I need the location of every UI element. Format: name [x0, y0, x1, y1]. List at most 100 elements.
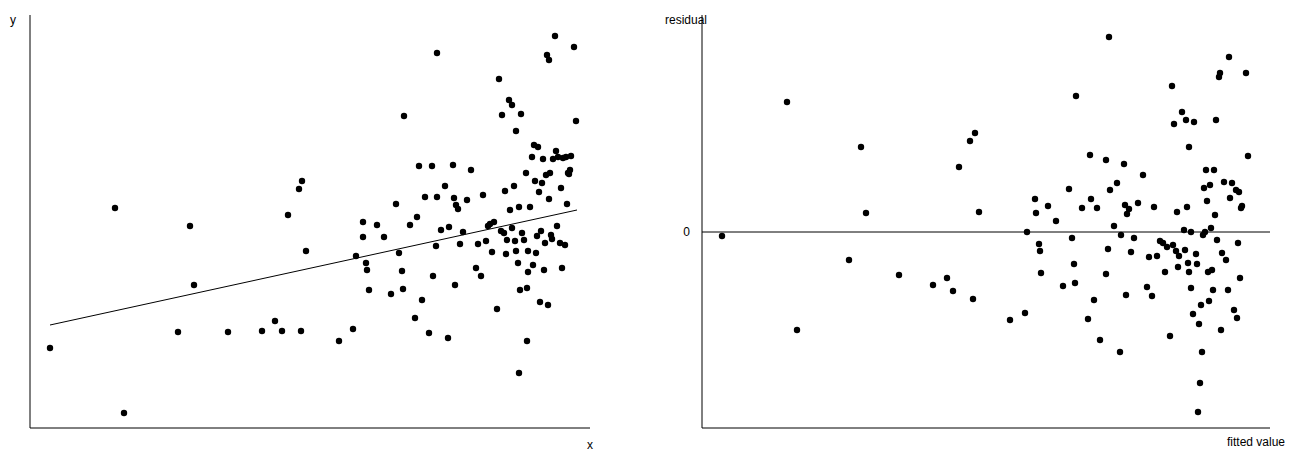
point [450, 162, 456, 168]
point [429, 163, 435, 169]
point [296, 186, 302, 192]
point [1079, 205, 1085, 211]
point [970, 296, 976, 302]
point [530, 262, 536, 268]
point [1033, 210, 1039, 216]
point [414, 214, 420, 220]
point [501, 230, 507, 236]
point [1176, 253, 1182, 259]
point [1154, 253, 1160, 259]
point [374, 222, 380, 228]
point [1219, 250, 1225, 256]
point [1198, 302, 1204, 308]
point [1053, 218, 1059, 224]
point [1170, 242, 1176, 248]
point [1225, 287, 1231, 293]
point [1213, 117, 1219, 123]
point [1204, 198, 1210, 204]
tick-label: 0 [683, 225, 690, 239]
point [1072, 280, 1078, 286]
chart: yx [10, 13, 593, 452]
point [930, 282, 936, 288]
point [496, 76, 502, 82]
point [426, 330, 432, 336]
point [1024, 229, 1030, 235]
point [950, 288, 956, 294]
point [422, 194, 428, 200]
point [532, 178, 538, 184]
point [483, 238, 489, 244]
point [1183, 117, 1189, 123]
point [518, 111, 524, 117]
point [478, 273, 484, 279]
point [1123, 292, 1129, 298]
point [1190, 311, 1196, 317]
point [502, 188, 508, 194]
point [1209, 267, 1215, 273]
point [272, 318, 278, 324]
plot-area [719, 34, 1251, 415]
point [972, 130, 978, 136]
point [468, 167, 474, 173]
point [1111, 223, 1117, 229]
point [1088, 196, 1094, 202]
point [504, 237, 510, 243]
point [1144, 284, 1150, 290]
point [535, 144, 541, 150]
point [363, 260, 369, 266]
point [512, 238, 518, 244]
point [360, 219, 366, 225]
point [1234, 315, 1240, 321]
point [434, 194, 440, 200]
point [525, 248, 531, 254]
point [112, 205, 118, 211]
point [336, 338, 342, 344]
point [1186, 269, 1192, 275]
point [401, 113, 407, 119]
point [1103, 271, 1109, 277]
point [451, 195, 457, 201]
point [1087, 152, 1093, 158]
point [539, 180, 545, 186]
point [1221, 179, 1227, 185]
point [538, 228, 544, 234]
point [571, 44, 577, 50]
point [457, 241, 463, 247]
axis-label: residual [665, 13, 707, 27]
point [1195, 409, 1201, 415]
point [407, 222, 413, 228]
point [1174, 209, 1180, 215]
point [1007, 317, 1013, 323]
point [1167, 333, 1173, 339]
point [416, 163, 422, 169]
point [1094, 205, 1100, 211]
point [1146, 254, 1152, 260]
point [511, 183, 517, 189]
point [507, 207, 513, 213]
point [473, 265, 479, 271]
point [1071, 261, 1077, 267]
point [187, 223, 193, 229]
point [509, 225, 515, 231]
point [1149, 293, 1155, 299]
point [1066, 186, 1072, 192]
point [537, 299, 543, 305]
chart: 0residualfitted value [665, 13, 1285, 449]
point [546, 196, 552, 202]
point [464, 197, 470, 203]
point [784, 99, 790, 105]
point [846, 257, 852, 263]
point [515, 260, 521, 266]
point [552, 33, 558, 39]
figure: yx0residualfitted value [0, 0, 1302, 458]
point [1239, 203, 1245, 209]
axis-label: x [587, 438, 593, 452]
point [1188, 229, 1194, 235]
point [366, 287, 372, 293]
point [542, 240, 548, 246]
point [1196, 321, 1202, 327]
point [503, 251, 509, 257]
point [567, 167, 573, 173]
point [1184, 204, 1190, 210]
point [1193, 251, 1199, 257]
